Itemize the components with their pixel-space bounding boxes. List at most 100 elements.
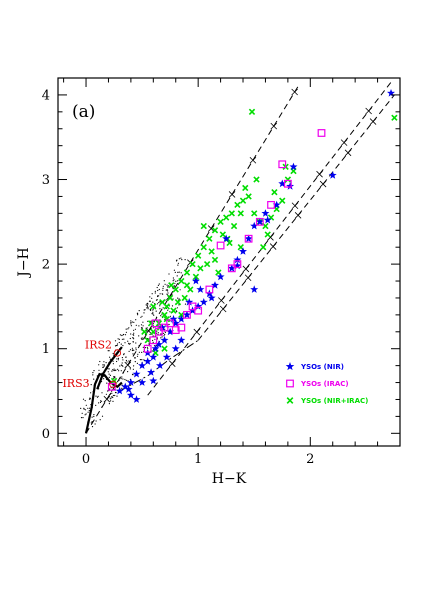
field-star xyxy=(115,369,117,371)
star-marker xyxy=(132,369,141,378)
cross-marker xyxy=(141,328,148,335)
cross-stroke xyxy=(271,189,278,196)
cross-stroke xyxy=(223,214,230,221)
field-star xyxy=(167,309,169,311)
square-marker xyxy=(183,310,191,319)
star-marker xyxy=(250,285,259,293)
field-star xyxy=(84,414,86,416)
field-star xyxy=(93,415,95,418)
cross-stroke xyxy=(219,231,226,238)
av-tick xyxy=(344,149,352,157)
series-irac xyxy=(107,129,326,391)
field-star xyxy=(149,296,151,298)
field-star xyxy=(140,337,142,339)
cross-stroke xyxy=(237,210,244,217)
field-star xyxy=(94,423,96,425)
star-marker xyxy=(169,314,178,323)
field-star xyxy=(163,335,165,337)
field-star xyxy=(130,321,132,324)
field-star xyxy=(156,286,158,289)
field-star xyxy=(117,338,119,340)
av-tick xyxy=(365,107,372,115)
field-star xyxy=(132,374,134,376)
av-tick xyxy=(207,225,215,232)
field-star xyxy=(167,292,169,294)
field-star xyxy=(127,340,129,342)
field-star xyxy=(95,404,97,406)
cross-marker xyxy=(260,244,267,251)
field-star xyxy=(146,305,149,307)
field-star xyxy=(156,303,159,305)
field-star xyxy=(168,305,170,307)
field-star xyxy=(109,374,111,376)
data-series xyxy=(107,89,398,403)
cross-stroke xyxy=(183,282,191,289)
cross-marker xyxy=(251,210,258,217)
field-star xyxy=(90,422,92,424)
field-star xyxy=(177,271,179,273)
field-star xyxy=(126,361,128,363)
av-tick xyxy=(218,297,225,304)
field-star xyxy=(101,415,104,417)
field-star xyxy=(121,376,123,378)
cross-stroke xyxy=(161,345,168,352)
star-marker xyxy=(216,272,225,281)
field-star xyxy=(169,315,171,317)
av-tick xyxy=(103,395,111,403)
field-star xyxy=(132,337,134,339)
field-star xyxy=(131,321,133,323)
cross-marker xyxy=(181,294,188,302)
av-tick xyxy=(269,243,277,250)
star-marker xyxy=(194,302,203,310)
cross-marker xyxy=(170,307,177,314)
field-star xyxy=(113,369,115,372)
field-star xyxy=(151,293,153,295)
cross-stroke xyxy=(391,114,398,121)
field-star xyxy=(117,359,119,361)
field-star xyxy=(130,333,132,335)
av-tick xyxy=(193,328,201,336)
field-star xyxy=(119,334,121,336)
field-star xyxy=(176,280,179,282)
field-star xyxy=(112,394,114,397)
field-star xyxy=(105,375,107,377)
field-star xyxy=(119,365,121,367)
cross-stroke xyxy=(253,176,260,183)
field-star xyxy=(165,289,167,291)
field-star xyxy=(111,396,113,398)
field-star xyxy=(134,361,136,363)
field-star xyxy=(127,363,130,365)
field-star xyxy=(173,279,175,281)
field-star xyxy=(157,289,159,292)
field-star xyxy=(177,297,179,299)
cross-marker xyxy=(248,108,256,116)
field-star xyxy=(152,308,154,310)
field-star xyxy=(121,357,123,359)
field-star xyxy=(116,395,118,397)
field-star xyxy=(99,401,102,403)
av-tick xyxy=(249,156,257,164)
field-star xyxy=(125,379,127,381)
star-marker xyxy=(196,285,205,293)
cross-stroke xyxy=(262,222,269,230)
field-star xyxy=(133,329,135,331)
star-marker xyxy=(156,361,164,369)
square-marker xyxy=(166,319,175,328)
square-marker xyxy=(177,323,186,332)
field-star xyxy=(139,359,141,361)
cross-stroke xyxy=(187,286,194,293)
field-star xyxy=(164,333,166,335)
av-tick xyxy=(168,360,176,367)
field-star xyxy=(140,324,143,326)
cross-stroke xyxy=(245,193,252,200)
field-star xyxy=(152,311,154,313)
field-star xyxy=(113,368,115,370)
cross-marker xyxy=(245,193,252,200)
field-star xyxy=(151,297,153,299)
cross-stroke xyxy=(174,299,182,306)
field-star xyxy=(112,363,114,365)
field-star xyxy=(105,393,107,395)
cross-marker xyxy=(206,235,213,242)
field-star xyxy=(122,378,124,380)
field-star xyxy=(80,407,82,409)
